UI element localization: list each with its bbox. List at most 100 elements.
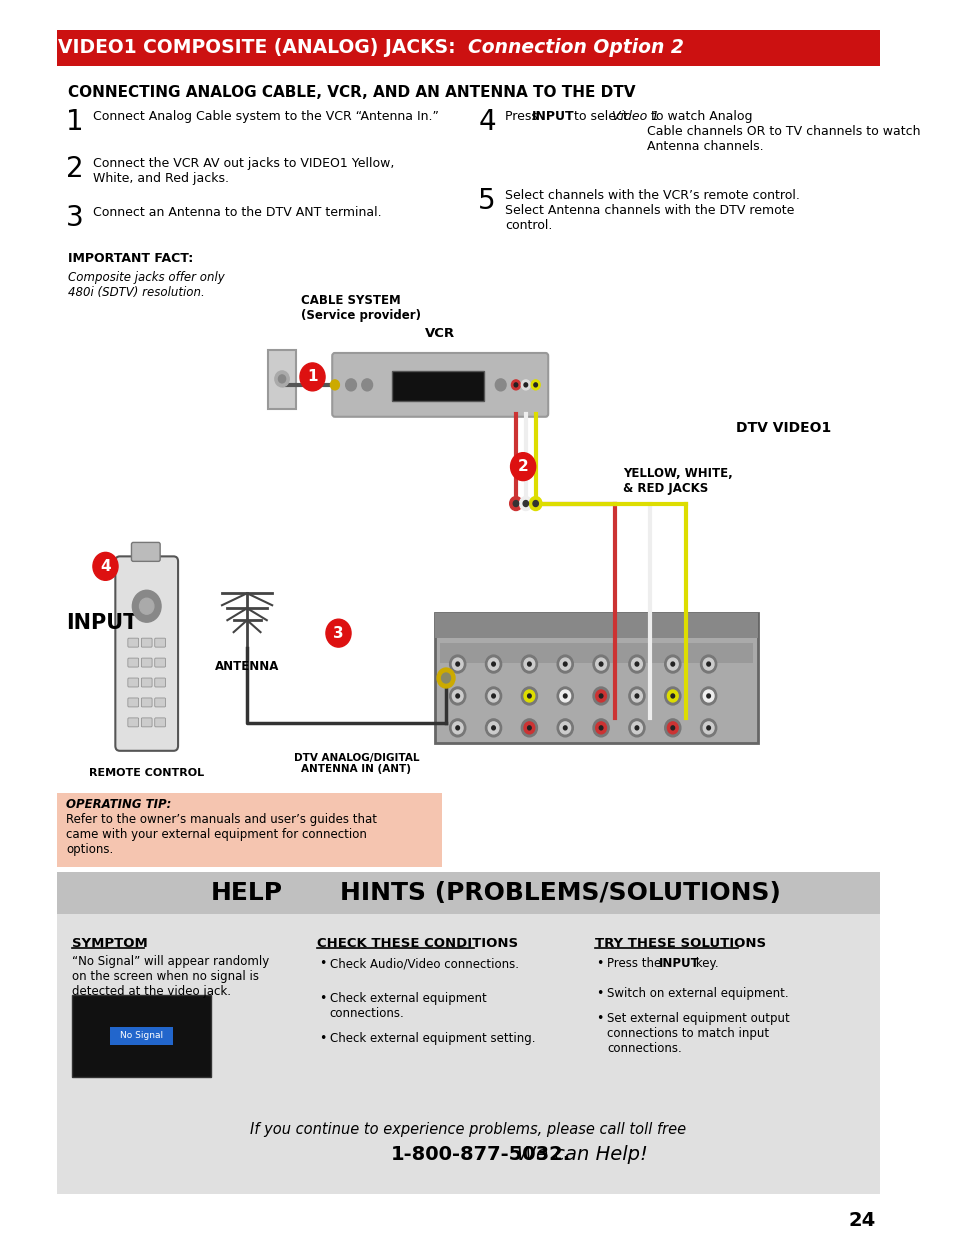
Text: •: • [596,1011,603,1025]
Circle shape [514,383,517,387]
Circle shape [706,694,710,698]
Text: 3: 3 [333,626,343,641]
Circle shape [330,380,339,390]
Circle shape [700,687,716,705]
Circle shape [628,719,644,737]
Text: 4: 4 [100,559,111,574]
Circle shape [670,694,674,698]
FancyBboxPatch shape [128,718,138,727]
FancyBboxPatch shape [141,658,152,667]
Circle shape [274,370,289,387]
Circle shape [523,658,535,671]
Circle shape [449,719,465,737]
Circle shape [326,619,351,647]
Text: Composite jacks offer only
480i (SDTV) resolution.: Composite jacks offer only 480i (SDTV) r… [68,272,224,299]
Circle shape [520,687,537,705]
Text: to watch Analog
Cable channels OR to TV channels to watch
Antenna channels.: to watch Analog Cable channels OR to TV … [646,110,920,153]
Circle shape [598,694,602,698]
FancyBboxPatch shape [392,370,483,401]
FancyBboxPatch shape [141,698,152,706]
Text: •: • [318,957,326,971]
Text: INPUT: INPUT [532,110,574,122]
FancyBboxPatch shape [154,718,166,727]
FancyBboxPatch shape [132,542,160,562]
Text: INPUT: INPUT [659,957,700,971]
Text: 3: 3 [66,205,84,232]
Circle shape [452,690,462,701]
Text: to select: to select [569,110,631,122]
Circle shape [702,690,713,701]
Circle shape [563,694,566,698]
Circle shape [520,719,537,737]
Circle shape [628,687,644,705]
FancyBboxPatch shape [435,614,757,638]
Circle shape [563,726,566,730]
Text: Connect an Antenna to the DTV ANT terminal.: Connect an Antenna to the DTV ANT termin… [92,206,381,220]
Circle shape [631,690,641,701]
Text: 1-800-877-5032.: 1-800-877-5032. [390,1145,570,1163]
Circle shape [488,690,498,701]
Circle shape [529,496,541,510]
Text: REMOTE CONTROL: REMOTE CONTROL [89,768,204,778]
Circle shape [664,719,680,737]
Circle shape [559,722,570,734]
Text: Refer to the owner’s manuals and user’s guides that
came with your external equi: Refer to the owner’s manuals and user’s … [66,813,376,856]
Circle shape [299,363,325,390]
Circle shape [593,687,609,705]
Circle shape [456,662,459,666]
Circle shape [509,496,521,510]
Text: HELP: HELP [211,882,283,905]
Circle shape [702,722,713,734]
Circle shape [513,500,518,506]
Circle shape [595,690,606,701]
Text: •: • [596,987,603,1000]
Circle shape [595,722,606,734]
FancyBboxPatch shape [154,698,166,706]
Text: 4: 4 [477,107,496,136]
Text: 2: 2 [517,459,528,474]
FancyBboxPatch shape [57,872,879,914]
Circle shape [527,694,531,698]
Circle shape [706,662,710,666]
Circle shape [557,655,573,673]
Text: SYMPTOM: SYMPTOM [72,937,148,950]
Text: INPUT: INPUT [66,614,137,634]
Circle shape [534,383,537,387]
FancyBboxPatch shape [128,638,138,647]
Circle shape [559,658,570,671]
Circle shape [635,662,639,666]
Circle shape [92,552,118,580]
FancyBboxPatch shape [332,353,548,416]
Circle shape [598,726,602,730]
Text: IMPORTANT FACT:: IMPORTANT FACT: [68,252,193,266]
FancyBboxPatch shape [128,698,138,706]
Circle shape [488,722,498,734]
FancyBboxPatch shape [154,638,166,647]
Circle shape [523,722,535,734]
Circle shape [436,668,455,688]
Text: Press the: Press the [607,957,664,971]
Text: VIDEO1 COMPOSITE (ANALOG) JACKS:: VIDEO1 COMPOSITE (ANALOG) JACKS: [58,38,468,57]
FancyBboxPatch shape [57,30,879,65]
FancyBboxPatch shape [435,614,757,742]
Text: Check external equipment setting.: Check external equipment setting. [329,1032,535,1045]
Circle shape [449,687,465,705]
Circle shape [278,375,285,383]
Circle shape [510,453,535,480]
FancyBboxPatch shape [154,658,166,667]
Circle shape [485,719,501,737]
Text: We can Help!: We can Help! [497,1145,647,1163]
Circle shape [628,655,644,673]
Text: OPERATING TIP:: OPERATING TIP: [66,798,172,810]
FancyBboxPatch shape [154,678,166,687]
Circle shape [593,719,609,737]
Text: 1: 1 [307,369,317,384]
Text: HINTS (PROBLEMS/SOLUTIONS): HINTS (PROBLEMS/SOLUTIONS) [340,882,781,905]
Text: Press: Press [505,110,541,122]
Text: No Signal: No Signal [120,1031,163,1040]
Text: Switch on external equipment.: Switch on external equipment. [607,987,788,1000]
Circle shape [667,658,678,671]
FancyBboxPatch shape [128,658,138,667]
Circle shape [456,694,459,698]
Circle shape [700,719,716,737]
